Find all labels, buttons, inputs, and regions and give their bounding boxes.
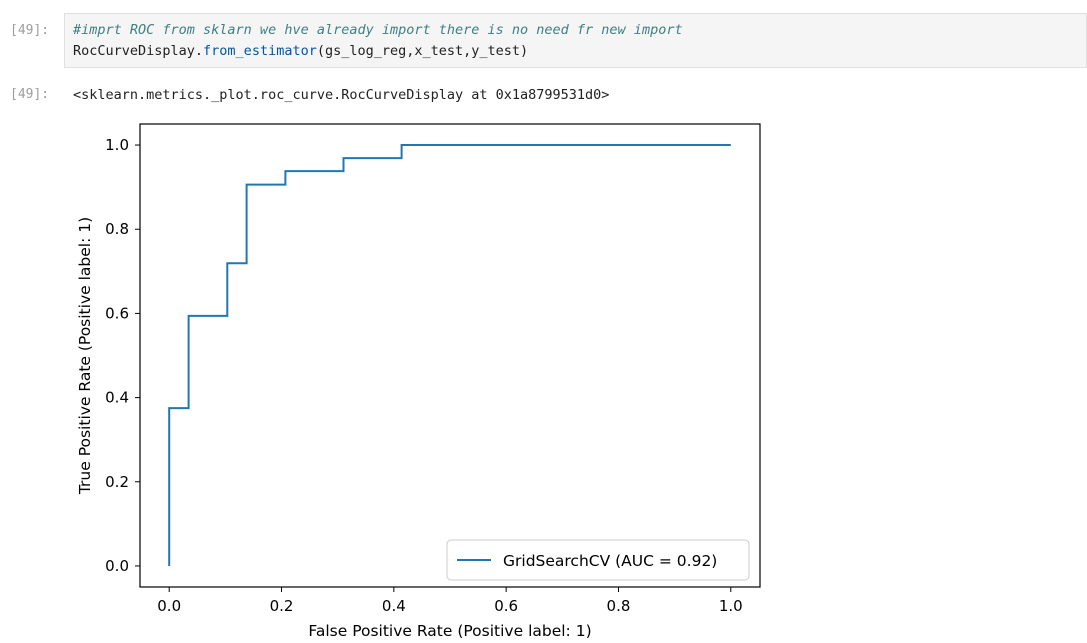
- code-object: RocCurveDisplay.: [73, 43, 204, 59]
- output-repr-text: <sklearn.metrics._plot.roc_curve.RocCurv…: [73, 87, 610, 103]
- y-tick-label: 0.8: [105, 220, 129, 238]
- x-axis-label: False Positive Rate (Positive label: 1): [308, 622, 591, 640]
- axes-frame: [139, 123, 761, 588]
- input-cell[interactable]: [49]: #imprt ROC from sklarn we hve alre…: [0, 0, 1087, 75]
- x-tick-label: 0.6: [494, 597, 518, 615]
- x-tick-label: 0.0: [157, 597, 181, 615]
- plot-area: 0.0 0.2 0.4 0.6 0.8 1.0 0.0 0.2 0.4 0.6 0.8 1.0 Fals…: [76, 123, 761, 640]
- y-tick-label: 0.2: [105, 473, 129, 491]
- y-axis-label: True Positive Rate (Positive label: 1): [76, 217, 94, 495]
- code-method: from_estimator: [203, 43, 317, 59]
- code-comment-line: #imprt ROC from sklarn we hve already im…: [73, 22, 683, 38]
- code-statement-line: RocCurveDisplay.from_estimator(gs_log_re…: [73, 43, 528, 59]
- input-prompt: [49]:: [10, 23, 50, 38]
- y-tick-label: 0.4: [105, 389, 129, 407]
- y-tick-label: 0.0: [105, 557, 129, 575]
- legend-box: [446, 539, 750, 581]
- output-prompt: [49]:: [10, 87, 50, 102]
- x-tick-label: 0.2: [270, 597, 294, 615]
- code-args: (gs_log_reg,x_test,y_test): [316, 43, 529, 59]
- x-tick-label: 0.4: [382, 597, 406, 615]
- roc-curve-line: [168, 144, 731, 566]
- y-tick-label: 1.0: [105, 136, 129, 154]
- x-tick-label: 1.0: [719, 597, 743, 615]
- y-tick-label: 0.6: [105, 304, 129, 322]
- legend-label: GridSearchCV (AUC = 0.92): [503, 552, 717, 570]
- code-editor[interactable]: #imprt ROC from sklarn we hve already im…: [64, 13, 1087, 68]
- x-tick-label: 0.8: [607, 597, 631, 615]
- output-cell: [49]:: [0, 75, 1087, 643]
